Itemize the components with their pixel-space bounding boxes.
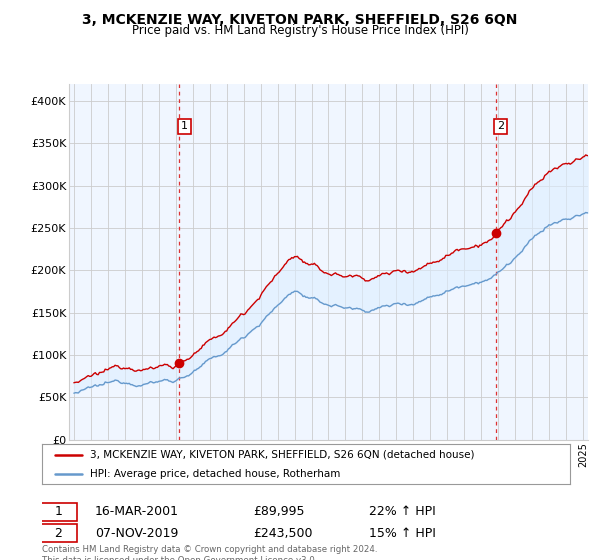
FancyBboxPatch shape bbox=[40, 503, 77, 520]
Text: 16-MAR-2001: 16-MAR-2001 bbox=[95, 505, 179, 519]
Text: 2: 2 bbox=[497, 122, 504, 132]
Text: 22% ↑ HPI: 22% ↑ HPI bbox=[370, 505, 436, 519]
FancyBboxPatch shape bbox=[40, 525, 77, 542]
Text: 2: 2 bbox=[55, 526, 62, 540]
Text: 3, MCKENZIE WAY, KIVETON PARK, SHEFFIELD, S26 6QN: 3, MCKENZIE WAY, KIVETON PARK, SHEFFIELD… bbox=[82, 13, 518, 27]
Text: Price paid vs. HM Land Registry's House Price Index (HPI): Price paid vs. HM Land Registry's House … bbox=[131, 24, 469, 38]
Text: 1: 1 bbox=[181, 122, 188, 132]
Text: £243,500: £243,500 bbox=[253, 526, 313, 540]
Text: 1: 1 bbox=[55, 505, 62, 519]
Text: Contains HM Land Registry data © Crown copyright and database right 2024.
This d: Contains HM Land Registry data © Crown c… bbox=[42, 545, 377, 560]
Text: 15% ↑ HPI: 15% ↑ HPI bbox=[370, 526, 436, 540]
Text: 3, MCKENZIE WAY, KIVETON PARK, SHEFFIELD, S26 6QN (detached house): 3, MCKENZIE WAY, KIVETON PARK, SHEFFIELD… bbox=[89, 450, 474, 460]
Text: HPI: Average price, detached house, Rotherham: HPI: Average price, detached house, Roth… bbox=[89, 469, 340, 478]
Text: £89,995: £89,995 bbox=[253, 505, 305, 519]
Text: 07-NOV-2019: 07-NOV-2019 bbox=[95, 526, 178, 540]
